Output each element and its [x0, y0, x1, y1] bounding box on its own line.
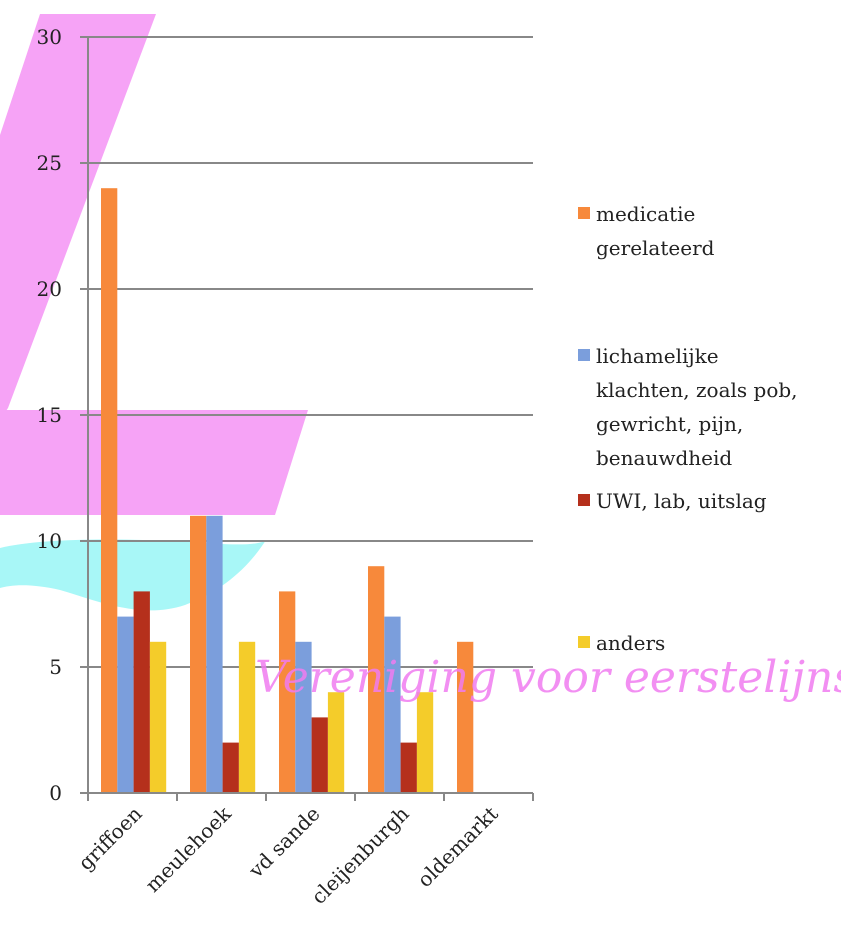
bar: [311, 717, 328, 793]
legend-label: lichamelijke: [596, 344, 719, 368]
bar: [190, 515, 207, 793]
legend-label: medicatie: [596, 202, 695, 226]
bar: [295, 641, 312, 793]
watermark-text: Vereniging voor eerstelijnszorg: [255, 652, 841, 703]
bar: [206, 515, 223, 793]
y-tick-label: 30: [37, 25, 62, 49]
legend-label: benauwdheid: [596, 446, 732, 470]
x-tick-label: griffoen: [73, 801, 146, 874]
y-tick-label: 15: [37, 403, 62, 427]
bar: [457, 641, 474, 793]
bars-layer: [101, 188, 474, 793]
x-tick-label: vd sande: [243, 802, 324, 883]
y-tick-label: 5: [49, 655, 62, 679]
bar: [149, 641, 167, 793]
axis-layer: [80, 37, 534, 801]
legend-swatch: [578, 636, 590, 648]
legend-swatch: [578, 207, 590, 219]
x-tick-label: oldemarkt: [412, 802, 502, 892]
legend-label: UWI, lab, uitslag: [596, 489, 767, 513]
y-tick-label: 25: [37, 151, 62, 175]
bar: [400, 742, 417, 793]
y-tick-label: 0: [49, 781, 62, 805]
decoration-layer: [0, 14, 308, 611]
bar: [384, 616, 401, 793]
bar: [416, 692, 434, 793]
legend-label: anders: [596, 631, 665, 655]
bar: [101, 188, 118, 793]
legend-swatch: [578, 494, 590, 506]
bar: [368, 566, 385, 793]
y-tick-label: 20: [37, 277, 62, 301]
bar: [117, 616, 134, 793]
y-tick-label: 10: [37, 529, 62, 553]
legend-label: gewricht, pijn,: [596, 412, 743, 436]
bar: [327, 692, 345, 793]
bar: [222, 742, 239, 793]
legend: medicatie gerelateerd lichamelijke klachten…: [578, 202, 798, 655]
x-tick-label: meulehoek: [140, 801, 236, 897]
legend-label: klachten, zoals pob,: [596, 378, 798, 402]
legend-swatch: [578, 349, 590, 361]
legend-label: gerelateerd: [596, 236, 715, 260]
bar: [133, 591, 150, 793]
bar: [238, 641, 256, 793]
bar: [279, 591, 296, 793]
magenta-band-shape: [0, 410, 308, 515]
magenta-stripe-shape: [0, 14, 156, 420]
